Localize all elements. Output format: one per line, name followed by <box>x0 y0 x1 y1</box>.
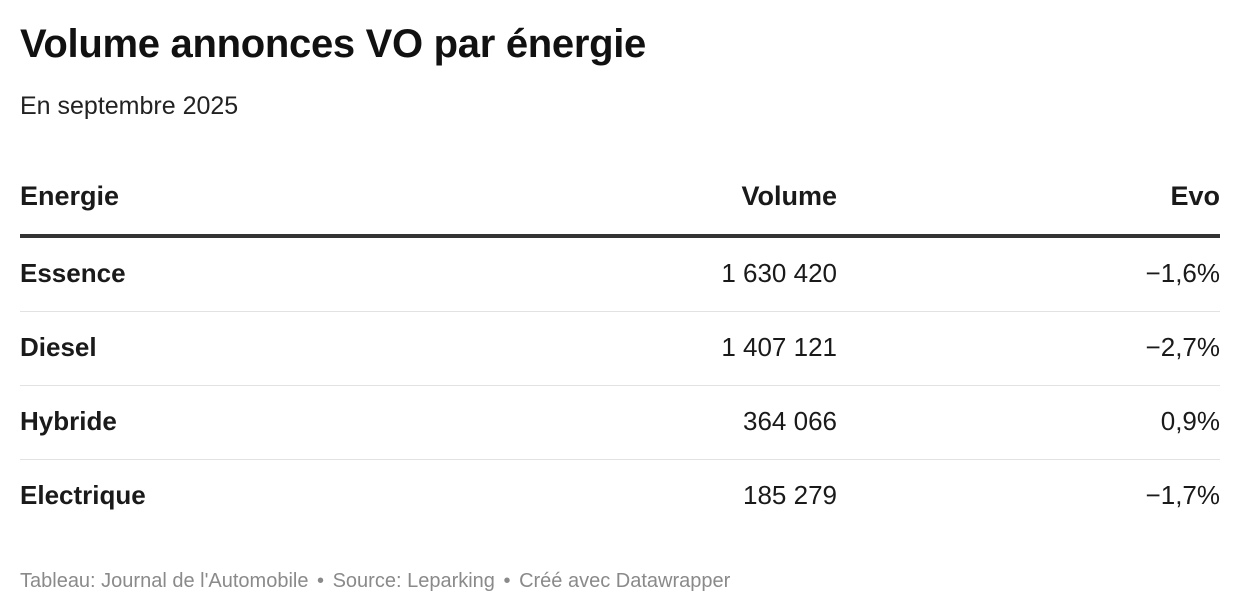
cell-evo: −1,7% <box>1145 480 1220 510</box>
footer-credit: Tableau: Journal de l'Automobile <box>20 570 309 592</box>
cell-evo: −1,6% <box>1145 258 1220 288</box>
chart-subtitle: En septembre 2025 <box>20 92 239 120</box>
cell-energie: Electrique <box>20 480 146 510</box>
table-header-row: Energie Volume Evo <box>20 168 1220 238</box>
data-table: Energie Volume Evo Essence 1 630 420 −1,… <box>20 168 1220 533</box>
cell-energie: Hybride <box>20 406 117 436</box>
cell-evo: −2,7% <box>1145 332 1220 362</box>
table-row-electrique: Electrique 185 279 −1,7% <box>20 460 1220 533</box>
header-evo[interactable]: Evo <box>1170 181 1220 211</box>
header-energie[interactable]: Energie <box>20 181 120 211</box>
footer-separator: • <box>317 570 325 592</box>
table-row-diesel: Diesel 1 407 121 −2,7% <box>20 312 1220 386</box>
footer-separator: • <box>503 570 511 592</box>
cell-volume: 1 407 121 <box>721 332 837 362</box>
chart-title: Volume annonces VO par énergie <box>20 22 647 66</box>
header-volume[interactable]: Volume <box>741 181 837 211</box>
chart-footer: Tableau: Journal de l'Automobile • Sourc… <box>20 570 730 593</box>
cell-evo: 0,9% <box>1160 406 1220 436</box>
cell-energie: Diesel <box>20 332 97 362</box>
cell-volume: 1 630 420 <box>721 258 837 288</box>
footer-made-with[interactable]: Créé avec Datawrapper <box>519 570 731 592</box>
cell-volume: 185 279 <box>743 480 837 510</box>
cell-volume: 364 066 <box>743 406 837 436</box>
footer-source[interactable]: Source: Leparking <box>332 570 495 592</box>
table-row-hybride: Hybride 364 066 0,9% <box>20 386 1220 460</box>
cell-energie: Essence <box>20 258 126 288</box>
table-row-essence: Essence 1 630 420 −1,6% <box>20 238 1220 312</box>
